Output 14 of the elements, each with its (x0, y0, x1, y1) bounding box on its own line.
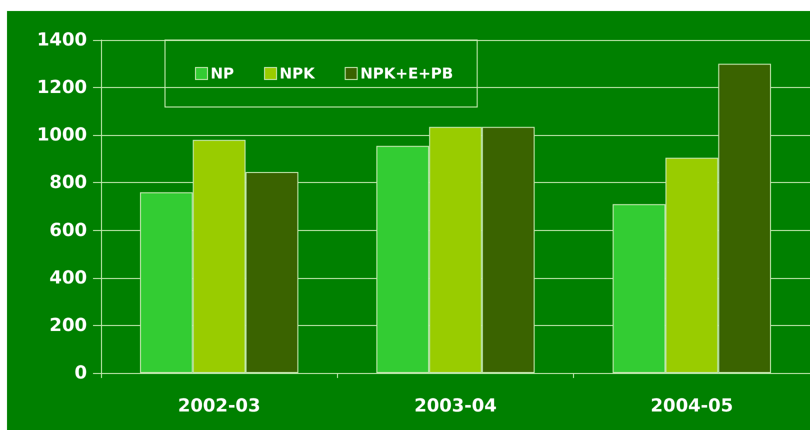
y-tick-label: 1400 (36, 30, 87, 50)
legend-label: NPK+E+PB (360, 64, 454, 82)
y-tick-label: 200 (49, 314, 87, 336)
x-tick-label: 2004-05 (650, 396, 734, 416)
y-tick-label: 0 (74, 362, 87, 384)
legend-label: NP (210, 64, 234, 82)
y-tick-label: 1200 (36, 77, 87, 98)
legend-label: NPK (280, 64, 316, 82)
x-tick-label: 2002-03 (178, 396, 260, 416)
y-tick-label: 600 (49, 220, 87, 241)
y-tick-label: 800 (49, 172, 87, 194)
x-tick-label: 2003-04 (414, 396, 497, 416)
y-tick-label: 1000 (36, 124, 87, 146)
y-tick-label: 400 (49, 267, 87, 288)
